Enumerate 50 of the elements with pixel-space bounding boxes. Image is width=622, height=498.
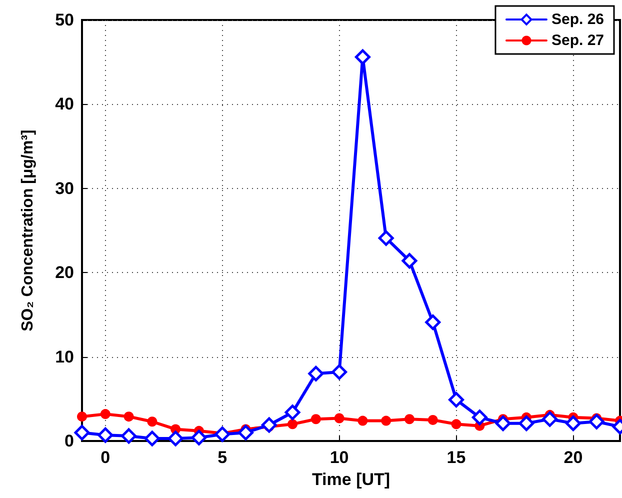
point <box>565 416 581 432</box>
point <box>542 411 558 427</box>
point <box>121 428 137 444</box>
point <box>284 404 300 420</box>
x-tick-label: 0 <box>100 448 110 467</box>
point <box>238 424 254 440</box>
x-tick-label: 10 <box>330 448 349 467</box>
point <box>147 416 158 427</box>
point <box>448 392 464 408</box>
point <box>332 364 348 380</box>
point <box>381 416 392 426</box>
point <box>191 430 207 446</box>
point <box>144 430 160 446</box>
legend-label: Sep. 26 <box>551 11 604 28</box>
point <box>288 419 298 430</box>
y-tick-label: 20 <box>55 263 74 282</box>
legend-label: Sep. 27 <box>551 32 604 49</box>
y-tick-label: 10 <box>55 347 74 366</box>
y-tick-label: 50 <box>55 10 74 30</box>
point <box>358 416 368 426</box>
point <box>261 417 277 433</box>
x-tick-label: 5 <box>218 448 228 467</box>
point <box>100 409 110 420</box>
point <box>378 230 394 246</box>
y-tick-label: 40 <box>55 94 74 114</box>
point <box>451 419 462 430</box>
x-tick-label: 20 <box>564 448 583 467</box>
point <box>308 366 324 382</box>
point <box>124 412 134 422</box>
point <box>214 426 230 442</box>
y-tick-label: 0 <box>64 432 74 450</box>
point <box>354 49 370 65</box>
point <box>588 414 604 430</box>
point <box>495 416 511 432</box>
x-tick-label: 15 <box>446 448 466 467</box>
point <box>404 414 414 424</box>
point <box>425 314 441 330</box>
y-axis-title: SO₂ Concentration [μg/m³] <box>20 130 36 332</box>
point <box>74 424 90 440</box>
point <box>310 414 321 424</box>
point <box>518 416 534 432</box>
point <box>98 427 114 443</box>
point <box>77 412 87 422</box>
y-tick-label: 30 <box>55 178 74 198</box>
point <box>428 414 438 425</box>
x-axis-title: Time [UT] <box>312 470 390 489</box>
point <box>402 253 418 269</box>
point <box>472 410 488 426</box>
point <box>168 430 184 446</box>
point <box>334 413 344 424</box>
